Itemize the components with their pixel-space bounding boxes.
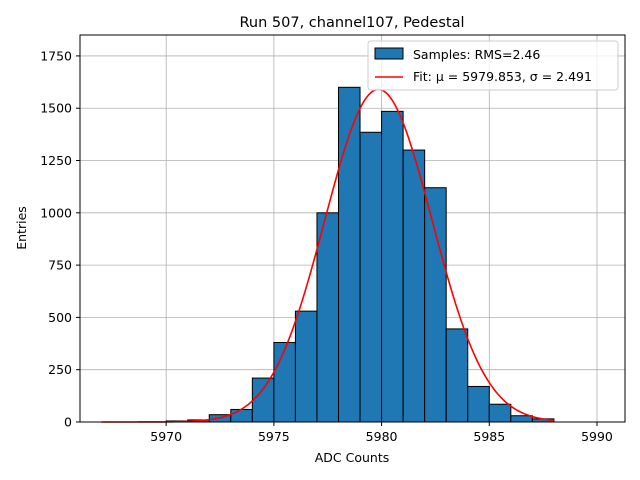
x-tick-label: 5970 (150, 429, 182, 444)
x-tick-label: 5975 (258, 429, 290, 444)
histogram-bar (337, 86, 361, 423)
legend: Samples: RMS=2.46 Fit: μ = 5979.853, σ =… (367, 40, 619, 91)
y-tick-label: 1750 (40, 48, 72, 63)
y-tick-label: 1500 (40, 101, 72, 116)
x-tick-label: 5990 (581, 429, 613, 444)
y-tick-label: 250 (48, 362, 72, 377)
y-axis-ticks: 0 250 500 750 1000 1250 1500 1750 (40, 48, 80, 430)
legend-histogram-label: Samples: RMS=2.46 (413, 47, 540, 62)
x-axis-ticks: 5970 5975 5980 5985 5990 (150, 422, 613, 444)
histogram-bar (230, 408, 253, 423)
x-tick-label: 5980 (366, 429, 398, 444)
histogram-bar (251, 377, 275, 423)
histogram-bar (294, 310, 318, 423)
histogram-bar (488, 403, 512, 423)
y-tick-label: 1250 (40, 153, 72, 168)
x-axis-label: ADC Counts (315, 450, 390, 465)
histogram-bar (445, 328, 469, 423)
legend-histogram-swatch (374, 47, 404, 60)
histogram-bar (359, 131, 383, 423)
y-tick-label: 1000 (40, 205, 72, 220)
plot-frame (79, 34, 626, 423)
chart-title: Run 507, channel107, Pedestal (239, 15, 464, 31)
x-tick-label: 5985 (473, 429, 505, 444)
histogram-bar (381, 110, 404, 423)
histogram-bar (510, 415, 533, 423)
legend-frame (367, 40, 619, 91)
legend-fit-label: Fit: μ = 5979.853, σ = 2.491 (413, 69, 592, 84)
histogram-bar (273, 342, 296, 423)
histogram-bar (402, 149, 426, 423)
y-tick-label: 750 (48, 258, 72, 273)
histogram-bar (316, 212, 339, 423)
histogram-bar (467, 385, 490, 423)
y-tick-label: 0 (64, 415, 72, 430)
y-axis-label: Entries (14, 206, 29, 250)
y-tick-label: 500 (48, 310, 72, 325)
histogram-bar (424, 187, 447, 423)
